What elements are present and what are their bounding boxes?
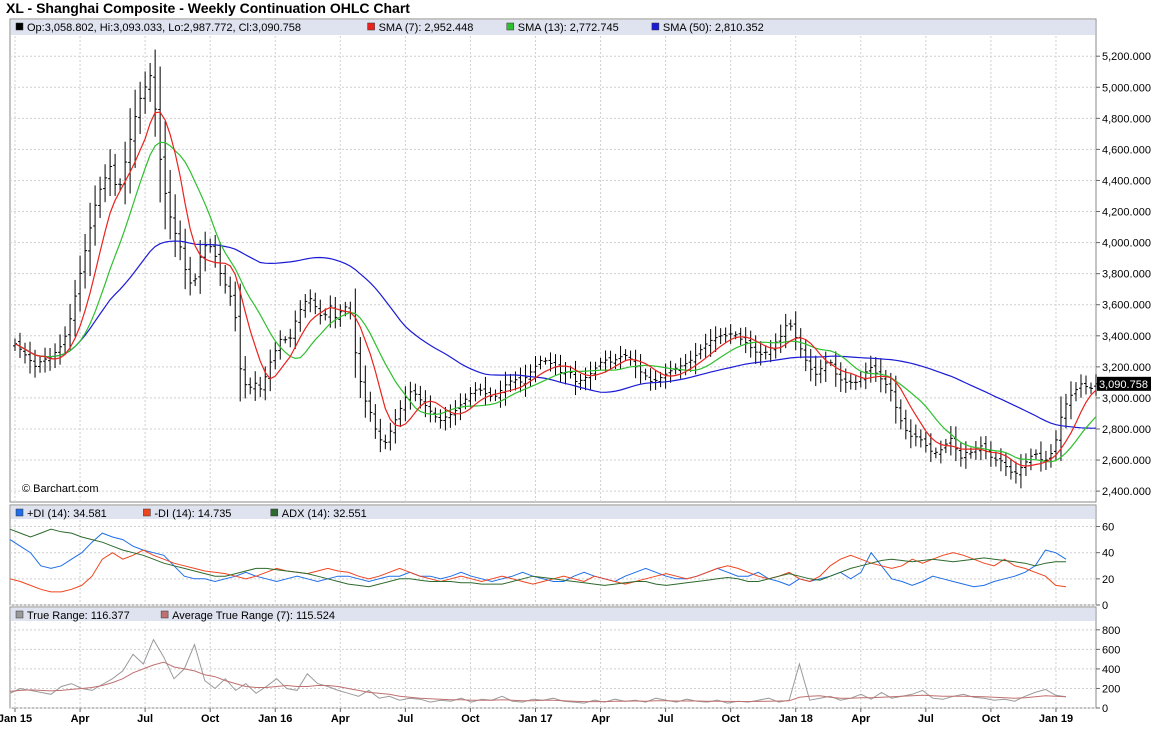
- legend-label: ADX (14): 32.551: [282, 508, 367, 520]
- true-range-series-line: [9, 661, 1067, 703]
- y-tick-label: 4,800.000: [1102, 113, 1151, 125]
- x-tick-label: Jan 16: [258, 713, 292, 725]
- panel-frame-1: [9, 504, 1097, 606]
- y-tick-label: 4,000.000: [1102, 238, 1151, 250]
- chart-title: XL - Shanghai Composite - Weekly Continu…: [6, 0, 410, 16]
- x-tick-label: Jan 15: [0, 713, 32, 725]
- x-tick-label: Oct: [201, 713, 220, 725]
- x-tick-label: Jan 18: [779, 713, 813, 725]
- legend-label: SMA (50): 2,810.352: [663, 22, 764, 34]
- y-tick-label: 3,600.000: [1102, 300, 1151, 312]
- y-tick-label: 4,200.000: [1102, 207, 1151, 219]
- y-tick-label: 2,600.000: [1102, 455, 1151, 467]
- legend-label: True Range: 116.377: [27, 610, 130, 622]
- legend-label: SMA (13): 2,772.745: [518, 22, 619, 34]
- x-tick-label: Apr: [591, 713, 611, 725]
- legend-swatch: [15, 22, 24, 31]
- legend-swatch: [160, 610, 169, 619]
- x-tick-label: Oct: [721, 713, 740, 725]
- legend-strip-1: [11, 506, 1095, 519]
- x-tick-label: Jul: [658, 713, 674, 725]
- legend-label: +DI (14): 34.581: [27, 508, 107, 520]
- legend-label: Op:3,058.802, Hi:3,093.033, Lo:2,987.772…: [27, 22, 301, 34]
- y-tick-label: 2,400.000: [1102, 486, 1151, 498]
- panel-frame-2: [9, 606, 1097, 709]
- legend-swatch: [651, 22, 660, 31]
- y-tick-label: 600: [1102, 644, 1120, 656]
- x-tick-label: Apr: [331, 713, 351, 725]
- x-tick-label: Oct: [461, 713, 480, 725]
- y-tick-label: 400: [1102, 664, 1120, 676]
- sma13-line: [14, 141, 1097, 463]
- x-tick-label: Jul: [397, 713, 413, 725]
- y-tick-label: 0: [1102, 600, 1108, 612]
- y-tick-label: 60: [1102, 522, 1114, 534]
- dmi-series-line: [9, 532, 1067, 588]
- x-tick-label: Jul: [137, 713, 153, 725]
- x-tick-label: Oct: [982, 713, 1001, 725]
- panel-frame-0: [9, 18, 1097, 503]
- y-tick-label: 20: [1102, 574, 1114, 586]
- y-tick-label: 3,800.000: [1102, 269, 1151, 281]
- legend-label: -DI (14): 14.735: [154, 508, 231, 520]
- legend-strip-2: [11, 608, 1095, 621]
- y-tick-label: 4,400.000: [1102, 175, 1151, 187]
- legend-swatch: [143, 508, 151, 517]
- y-tick-label: 40: [1102, 548, 1114, 560]
- y-tick-label: 5,000.000: [1102, 82, 1151, 94]
- y-tick-label: 3,200.000: [1102, 362, 1151, 374]
- y-tick-label: 4,600.000: [1102, 144, 1151, 156]
- watermark: © Barchart.com: [22, 483, 99, 495]
- y-tick-label: 0: [1102, 703, 1108, 715]
- legend-label: SMA (7): 2,952.448: [379, 22, 474, 34]
- y-tick-label: 2,800.000: [1102, 424, 1151, 436]
- legend-swatch: [506, 22, 515, 31]
- y-tick-label: 3,000.000: [1102, 393, 1151, 405]
- sma7-line: [14, 111, 1097, 467]
- legend-swatch: [270, 508, 279, 517]
- y-tick-label: 800: [1102, 625, 1120, 637]
- x-tick-label: Jan 19: [1039, 713, 1073, 725]
- x-tick-label: Apr: [851, 713, 871, 725]
- y-tick-label: 3,400.000: [1102, 331, 1151, 343]
- legend-swatch: [15, 508, 24, 517]
- dmi-series-line: [9, 528, 1066, 588]
- dmi-series-line: [9, 549, 1067, 593]
- x-tick-label: Jan 17: [518, 713, 552, 725]
- x-tick-label: Apr: [71, 713, 91, 725]
- y-tick-label: 200: [1102, 683, 1120, 695]
- legend-label: Average True Range (7): 115.524: [172, 610, 335, 622]
- last-price-label: 3,090.758: [1099, 379, 1148, 391]
- legend-swatch: [367, 22, 375, 31]
- y-tick-label: 5,200.000: [1102, 51, 1151, 63]
- x-tick-label: Jul: [918, 713, 934, 725]
- legend-swatch: [15, 610, 24, 619]
- last-price-marker: [1097, 376, 1151, 391]
- legend-strip-0: [11, 20, 1095, 35]
